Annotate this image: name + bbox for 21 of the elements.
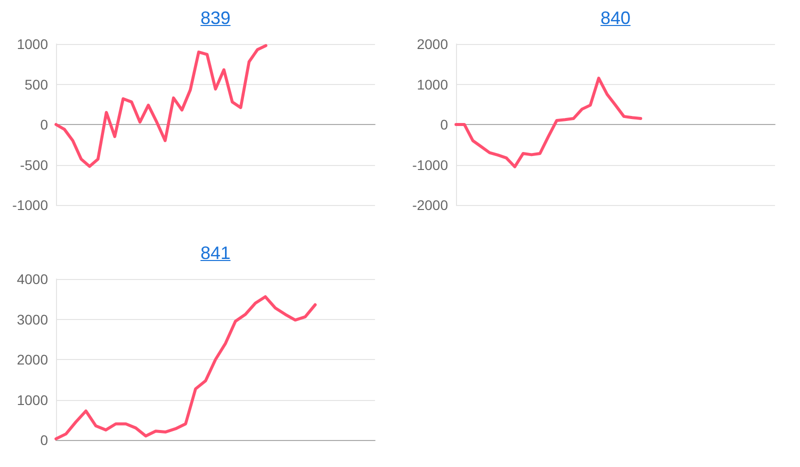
y-tick-label: -1000 bbox=[12, 197, 48, 213]
y-tick-label: 2000 bbox=[16, 352, 48, 368]
y-tick-label: -2000 bbox=[412, 197, 448, 213]
y-tick-label: 1000 bbox=[16, 392, 48, 408]
chart-title: 840 bbox=[600, 8, 631, 28]
y-tick-label: 4000 bbox=[16, 271, 48, 287]
line-series bbox=[54, 295, 317, 440]
y-tick-label: 0 bbox=[40, 116, 48, 132]
line-series bbox=[454, 76, 642, 168]
chart-title: 841 bbox=[200, 243, 231, 263]
y-tick-label: 0 bbox=[40, 432, 48, 448]
y-tick-label: -1000 bbox=[412, 156, 448, 173]
y-tick-label: 1000 bbox=[416, 76, 448, 92]
chart-title: 839 bbox=[200, 8, 231, 28]
y-tick-label: 3000 bbox=[16, 311, 48, 328]
y-tick-label: 0 bbox=[440, 116, 448, 132]
y-tick-label: -500 bbox=[20, 156, 48, 173]
y-tick-label: 500 bbox=[24, 76, 48, 92]
line-series bbox=[54, 44, 268, 168]
y-tick-label: 2000 bbox=[416, 36, 448, 52]
y-tick-label: 1000 bbox=[16, 36, 48, 52]
